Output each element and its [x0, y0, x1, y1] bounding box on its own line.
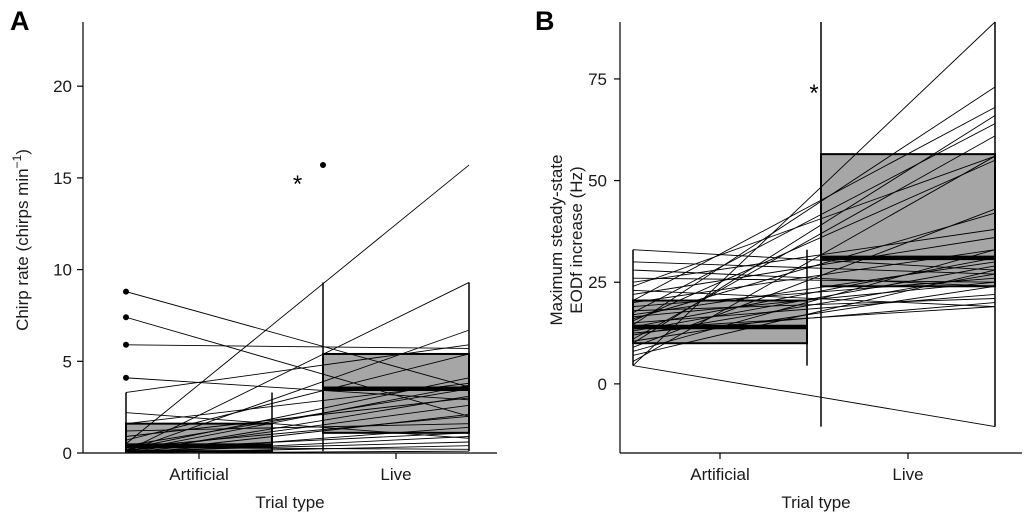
panel-b-pair-line: [632, 249, 996, 271]
panel-a-pair-line: [125, 423, 470, 432]
panel-a: A Trial type Chirp rate (chirps min−1): [10, 6, 497, 512]
panel-a-marks: 0 5 10 15 20 Artificial Live *: [53, 77, 470, 484]
panel-a-outlier-point: [123, 341, 129, 348]
panel-a-pair-line: [125, 450, 470, 454]
panel-a-y-tick-label: 5: [63, 352, 72, 371]
panel-a-pair-line: [125, 415, 470, 448]
panel-b-pair-line: [632, 261, 996, 316]
panel-a-y-tick-label: 10: [53, 261, 72, 280]
panel-a-x-tick-label: Artificial: [169, 465, 229, 484]
panel-b-pair-line: [632, 123, 996, 314]
panel-b: B Trial type Maximum steady-state EODf i…: [535, 6, 1022, 512]
panel-b-box-outline: [632, 299, 808, 345]
panel-a-y-tick-label: 0: [63, 444, 72, 463]
panel-b-box-fill: [821, 154, 995, 287]
panel-b-pair-line: [632, 285, 996, 342]
panel-b-pair-line: [632, 106, 996, 301]
panel-a-pair-line: [125, 316, 470, 417]
panel-b-x-tick-label: Live: [892, 465, 923, 484]
panel-a-pair-line: [125, 426, 470, 454]
panel-a-outlier-point: [123, 288, 129, 295]
panel-a-significance: *: [293, 171, 302, 198]
panel-b-pair-line: [632, 293, 996, 324]
panel-a-box-outline: [322, 352, 470, 434]
panel-b-box-outline: [820, 153, 996, 288]
panel-a-pair-line: [125, 412, 470, 439]
panel-b-pair-line: [632, 277, 996, 283]
panel-b-y-tick-label: 25: [588, 273, 607, 292]
panel-b-significance: *: [809, 80, 818, 107]
panel-a-pair-line: [125, 377, 470, 401]
panel-b-pair-line: [632, 261, 996, 275]
panel-b-pair-line: [632, 298, 996, 312]
panel-b-y-tick-label: 0: [598, 375, 607, 394]
panel-a-pair-line: [125, 291, 470, 388]
panel-b-x-title: Trial type: [781, 493, 850, 512]
panel-b-x-tick-label: Artificial: [690, 465, 750, 484]
panel-b-pair-line: [632, 365, 996, 428]
panel-b-pair-line: [632, 277, 996, 308]
panel-b-marks: 0 25 50 75 Artificial Live *: [588, 21, 996, 484]
panel-b-pair-line: [632, 155, 996, 287]
panel-a-pair-line: [125, 164, 470, 445]
panel-a-outlier-point: [320, 162, 326, 169]
panel-b-pair-line: [632, 289, 996, 308]
panel-a-y-tick-label: 20: [53, 77, 72, 96]
panel-a-x-title: Trial type: [255, 493, 324, 512]
panel-a-box-outline: [125, 422, 273, 453]
panel-b-y-title-line2: EODf increase (Hz): [567, 166, 586, 313]
panel-b-pair-line: [632, 269, 996, 287]
panel-a-pair-line: [125, 329, 470, 452]
panel-b-y-title-line1: Maximum steady-state: [547, 155, 566, 326]
panel-a-x-tick-label: Live: [380, 465, 411, 484]
panel-a-outlier-point: [123, 314, 129, 321]
panel-b-pair-line: [632, 228, 996, 283]
panel-b-pair-line: [632, 237, 996, 295]
panel-a-pair-line: [125, 344, 470, 349]
panel-b-pair-line: [632, 135, 996, 340]
panel-b-pair-line: [632, 281, 996, 318]
panel-a-pair-line: [125, 344, 470, 393]
panel-a-y-tick-label: 15: [53, 169, 72, 188]
panel-a-label: A: [10, 6, 30, 36]
panel-b-y-tick-label: 75: [588, 70, 607, 89]
panel-b-label: B: [535, 6, 555, 36]
panel-a-outlier-point: [123, 374, 129, 381]
panel-b-y-tick-label: 50: [588, 172, 607, 191]
panel-a-pair-line: [125, 441, 470, 452]
panel-a-y-title: Chirp rate (chirps min−1): [10, 149, 32, 331]
panel-a-pair-line: [125, 353, 470, 441]
